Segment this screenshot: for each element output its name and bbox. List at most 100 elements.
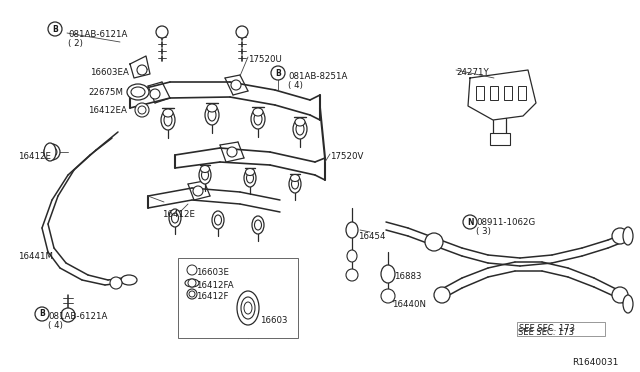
Ellipse shape (255, 220, 262, 230)
Bar (490, 133, 510, 145)
Text: 16883: 16883 (394, 272, 422, 281)
Circle shape (434, 287, 450, 303)
Ellipse shape (207, 104, 217, 112)
Circle shape (193, 186, 203, 196)
Text: 081AB-6121A: 081AB-6121A (48, 312, 108, 321)
Text: 16454: 16454 (358, 232, 385, 241)
Ellipse shape (623, 295, 633, 313)
Text: 16603EA: 16603EA (90, 68, 129, 77)
Text: 081AB-8251A: 081AB-8251A (288, 72, 348, 81)
Text: 081AB-6121A: 081AB-6121A (68, 30, 127, 39)
Circle shape (231, 80, 241, 90)
Ellipse shape (241, 297, 255, 319)
Circle shape (463, 215, 477, 229)
Bar (518, 86, 526, 100)
Ellipse shape (253, 108, 263, 116)
Circle shape (47, 147, 57, 157)
Ellipse shape (252, 216, 264, 234)
Text: 16441M: 16441M (18, 252, 53, 261)
Bar (490, 86, 498, 100)
Text: 16440N: 16440N (392, 300, 426, 309)
Ellipse shape (44, 143, 56, 161)
Ellipse shape (251, 109, 265, 129)
Ellipse shape (381, 265, 395, 283)
Circle shape (425, 233, 443, 251)
Circle shape (612, 287, 628, 303)
Ellipse shape (121, 275, 137, 285)
Circle shape (156, 26, 168, 38)
Circle shape (150, 89, 160, 99)
Text: 16412E: 16412E (18, 152, 51, 161)
Ellipse shape (127, 84, 149, 100)
Circle shape (187, 289, 197, 299)
Ellipse shape (295, 118, 305, 126)
Ellipse shape (347, 250, 357, 262)
Ellipse shape (289, 175, 301, 193)
Ellipse shape (237, 291, 259, 325)
Circle shape (188, 279, 196, 287)
Text: 17520U: 17520U (248, 55, 282, 64)
Text: 16412F: 16412F (196, 292, 228, 301)
Circle shape (137, 65, 147, 75)
Text: ( 2): ( 2) (68, 39, 83, 48)
Text: B: B (39, 310, 45, 318)
Ellipse shape (214, 215, 221, 225)
Ellipse shape (296, 123, 304, 135)
Text: R1640031: R1640031 (572, 358, 618, 367)
Ellipse shape (254, 113, 262, 125)
Ellipse shape (164, 114, 172, 126)
Circle shape (61, 308, 75, 322)
Circle shape (135, 103, 149, 117)
Circle shape (612, 228, 628, 244)
Text: ( 4): ( 4) (48, 321, 63, 330)
Text: N: N (467, 218, 473, 227)
Ellipse shape (202, 170, 209, 180)
Ellipse shape (163, 109, 173, 117)
Circle shape (227, 147, 237, 157)
Text: 16603: 16603 (260, 316, 287, 325)
Text: SEE SEC. 173: SEE SEC. 173 (519, 324, 575, 333)
Ellipse shape (161, 110, 175, 130)
Circle shape (271, 66, 285, 80)
Ellipse shape (212, 211, 224, 229)
Circle shape (138, 106, 146, 114)
Text: ( 4): ( 4) (288, 81, 303, 90)
Ellipse shape (623, 227, 633, 245)
Ellipse shape (246, 169, 255, 176)
Circle shape (187, 265, 197, 275)
Ellipse shape (199, 166, 211, 184)
Ellipse shape (293, 119, 307, 139)
Ellipse shape (291, 174, 300, 182)
Circle shape (44, 144, 60, 160)
Bar (517, 322, 605, 336)
Ellipse shape (131, 87, 145, 97)
Circle shape (110, 277, 122, 289)
Text: 16412FA: 16412FA (196, 281, 234, 290)
Ellipse shape (346, 222, 358, 238)
Text: 16412E: 16412E (162, 210, 195, 219)
Bar (178, 258, 298, 338)
Ellipse shape (244, 302, 252, 314)
Ellipse shape (185, 279, 199, 287)
Ellipse shape (246, 173, 253, 183)
Ellipse shape (208, 109, 216, 121)
Bar (476, 86, 484, 100)
Circle shape (35, 307, 49, 321)
Text: 16412EA: 16412EA (88, 106, 127, 115)
Text: 24271Y: 24271Y (456, 68, 489, 77)
Ellipse shape (291, 179, 298, 189)
Text: 16603E: 16603E (196, 268, 229, 277)
Ellipse shape (172, 213, 179, 223)
Circle shape (346, 269, 358, 281)
Text: 22675M: 22675M (88, 88, 123, 97)
Ellipse shape (205, 105, 219, 125)
Text: 17520V: 17520V (330, 152, 364, 161)
Ellipse shape (200, 166, 209, 173)
Bar (504, 86, 512, 100)
Text: ( 3): ( 3) (476, 227, 491, 236)
Ellipse shape (244, 169, 256, 187)
Text: B: B (275, 68, 281, 77)
Circle shape (48, 22, 62, 36)
Circle shape (236, 26, 248, 38)
Circle shape (189, 291, 195, 297)
